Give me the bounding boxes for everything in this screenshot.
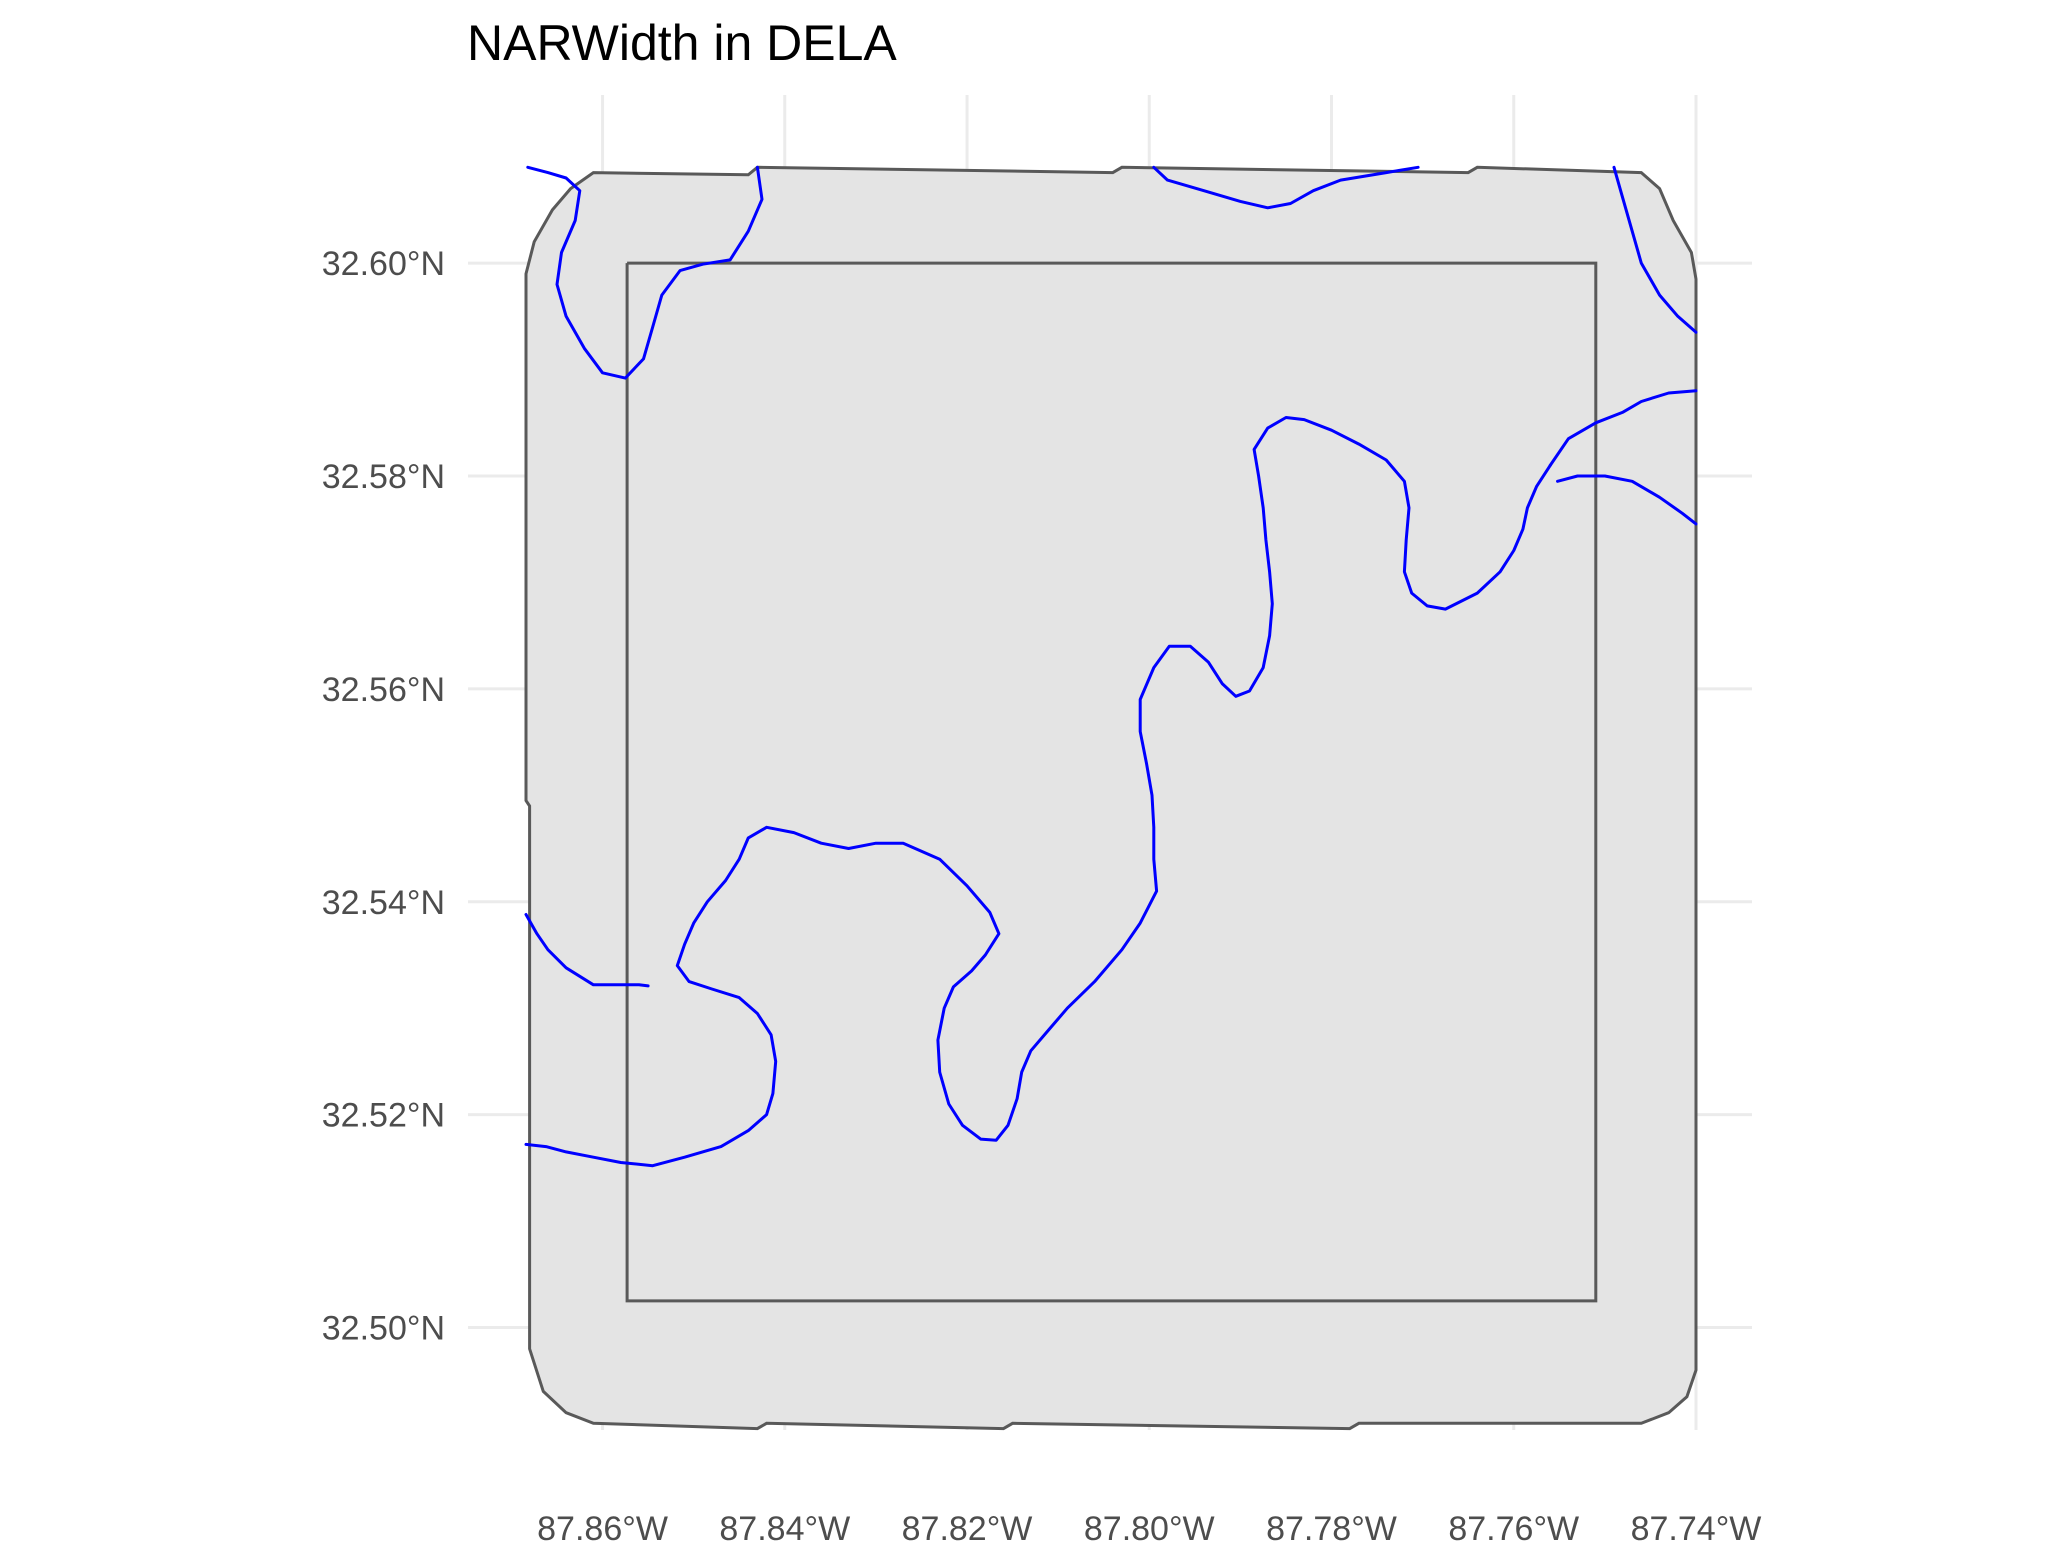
river-channel-main-meander	[524, 416, 1552, 1168]
river-channel-north-edge	[1152, 165, 1420, 210]
x-tick-label-5: 87.76°W	[1448, 1510, 1579, 1548]
river-channel-east-lower	[1556, 474, 1698, 526]
y-tick-label-4: 32.52°N	[322, 1097, 445, 1135]
river-layer	[524, 165, 1698, 1168]
river-channel-northeast-corner	[1612, 165, 1698, 334]
inner-site-box	[625, 261, 1598, 1303]
study-area-boundary	[524, 165, 1698, 1431]
x-tick-label-3: 87.80°W	[1084, 1510, 1215, 1548]
y-tick-label-1: 32.58°N	[322, 458, 445, 496]
x-tick-label-2: 87.82°W	[902, 1510, 1033, 1548]
x-tick-label-4: 87.78°W	[1266, 1510, 1397, 1548]
study-area-layer	[524, 165, 1698, 1431]
river-channel-west-branch	[524, 913, 650, 988]
x-tick-label-1: 87.84°W	[719, 1510, 850, 1548]
x-tick-label-0: 87.86°W	[537, 1510, 668, 1548]
river-channel-northwest-loop	[526, 165, 764, 380]
y-tick-label-2: 32.56°N	[322, 671, 445, 709]
y-tick-label-5: 32.50°N	[322, 1310, 445, 1348]
y-tick-label-3: 32.54°N	[322, 884, 445, 922]
x-axis-tick-labels: 87.86°W 87.84°W 87.82°W 87.80°W 87.78°W 87.76…	[537, 1510, 1761, 1548]
y-tick-label-0: 32.60°N	[322, 245, 445, 283]
river-channel-east-upper	[1548, 389, 1698, 467]
y-axis-tick-labels: 32.60°N 32.58°N 32.56°N 32.54°N 32.52°N 32.50…	[322, 245, 445, 1347]
x-tick-label-6: 87.74°W	[1631, 1510, 1762, 1548]
map-title: NARWidth in DELA	[467, 15, 897, 71]
